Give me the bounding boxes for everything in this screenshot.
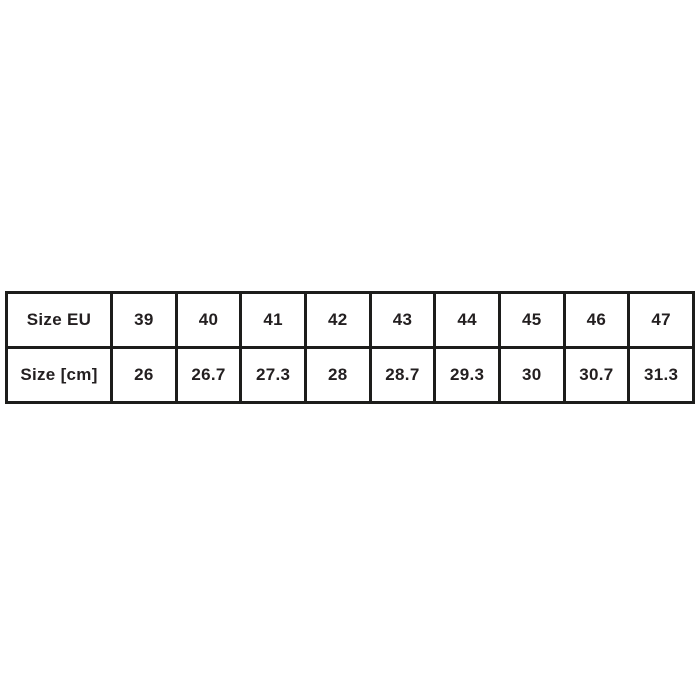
cell-cm-26: 26 — [110, 346, 178, 404]
cell-cm-31-3: 31.3 — [627, 346, 695, 404]
cell-eu-43: 43 — [368, 291, 437, 349]
size-table-body: Size EU 39 40 41 42 43 44 45 46 47 Size … — [5, 291, 695, 404]
cell-cm-27-3: 27.3 — [239, 346, 307, 404]
table-row-size-cm: Size [cm] 26 26.7 27.3 28 28.7 29.3 30 3… — [5, 346, 695, 404]
cell-eu-47: 47 — [627, 291, 695, 349]
row-header-size-eu: Size EU — [5, 291, 113, 349]
cell-eu-41: 41 — [239, 291, 307, 349]
cell-cm-28-7: 28.7 — [368, 346, 437, 404]
cell-eu-45: 45 — [497, 291, 566, 349]
cell-eu-44: 44 — [433, 291, 501, 349]
cell-cm-26-7: 26.7 — [174, 346, 243, 404]
cell-eu-46: 46 — [562, 291, 631, 349]
cell-cm-28: 28 — [303, 346, 372, 404]
cell-eu-40: 40 — [174, 291, 243, 349]
cell-cm-30: 30 — [497, 346, 566, 404]
row-header-size-cm: Size [cm] — [5, 346, 113, 404]
cell-eu-42: 42 — [303, 291, 372, 349]
size-conversion-table: Size EU 39 40 41 42 43 44 45 46 47 Size … — [5, 291, 695, 404]
table-row-size-eu: Size EU 39 40 41 42 43 44 45 46 47 — [5, 291, 695, 349]
cell-cm-30-7: 30.7 — [562, 346, 631, 404]
cell-eu-39: 39 — [110, 291, 178, 349]
cell-cm-29-3: 29.3 — [433, 346, 501, 404]
